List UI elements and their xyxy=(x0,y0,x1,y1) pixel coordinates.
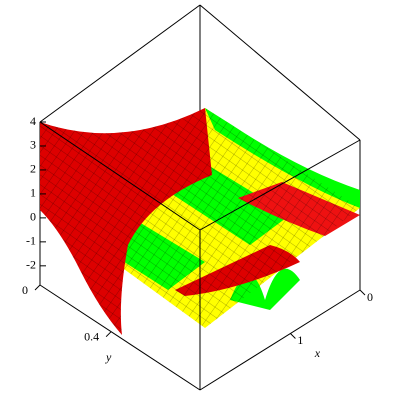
surface-mesh xyxy=(40,108,360,335)
z-tick-label: -2 xyxy=(26,258,36,272)
x-tick xyxy=(290,333,296,339)
y-tick-label: 0 xyxy=(22,283,28,297)
bounding-box xyxy=(39,121,361,391)
x-axis-label: x xyxy=(314,346,321,360)
z-tick-label: 4 xyxy=(30,114,36,128)
z-tick-label: 3 xyxy=(30,138,36,152)
y-tick xyxy=(105,331,112,338)
x-tick xyxy=(359,289,366,296)
y-tick xyxy=(34,284,41,291)
x-tick-label: 1 xyxy=(297,333,303,347)
y-axis-label: y xyxy=(105,350,112,364)
surface-plot xyxy=(40,108,360,335)
z-tick-label: 2 xyxy=(30,162,36,176)
z-tick-label: 1 xyxy=(30,186,36,200)
z-tick-label: 0 xyxy=(30,210,36,224)
z-tick-label: -1 xyxy=(26,234,36,248)
x-tick-label: 0 xyxy=(367,290,373,304)
y-tick-label: 0.4 xyxy=(84,329,99,343)
